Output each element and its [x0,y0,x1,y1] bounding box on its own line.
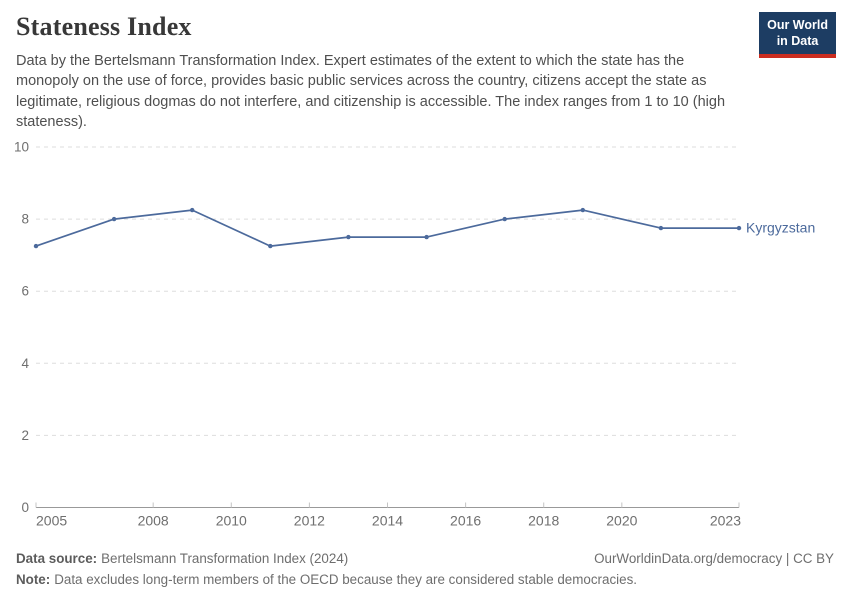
chart-footer: Data source: Bertelsmann Transformation I… [16,548,834,590]
owid-logo-line1: Our World [767,18,828,32]
chart-header: Stateness Index Data by the Bertelsmann … [16,12,836,132]
data-point-2013[interactable] [346,234,351,240]
chart-subtitle: Data by the Bertelsmann Transformation I… [16,53,726,130]
series-label-kyrgyzstan[interactable]: Kyrgyzstan [746,220,815,236]
data-point-2009[interactable] [190,207,195,213]
x-tick-label-2010: 2010 [216,513,247,529]
x-tick-label-2005: 2005 [36,513,67,529]
attribution-link[interactable]: OurWorldinData.org/democracy | CC BY [594,551,834,566]
y-tick-label-8: 8 [21,212,29,227]
data-point-2019[interactable] [580,207,585,213]
data-point-2015[interactable] [424,234,429,240]
data-point-2017[interactable] [502,216,507,222]
data-point-2023[interactable] [736,225,742,231]
x-tick-label-2014: 2014 [372,513,403,529]
y-tick-label-4: 4 [21,356,29,371]
chart-titles: Stateness Index Data by the Bertelsmann … [16,12,749,132]
y-tick-label-10: 10 [14,140,29,155]
owid-logo[interactable]: Our World in Data [759,12,836,58]
y-tick-label-6: 6 [21,284,29,299]
footer-row-note: Note: Data excludes long-term members of … [16,569,834,590]
x-tick-label-2012: 2012 [294,513,325,529]
chart-svg: 0 2 4 6 8 10 2005 2008 2010 2012 2014 2016 2018 2020 2… [14,140,815,529]
data-point-2011[interactable] [268,243,273,249]
y-tick-label-2: 2 [21,428,29,443]
data-source-label: Data source: [16,551,98,566]
x-tick-label-2020: 2020 [606,513,637,529]
data-source: Data source: Bertelsmann Transformation I… [16,548,348,569]
series-line-kyrgyzstan[interactable] [35,209,740,247]
note-label: Note: [16,572,51,588]
x-tick-label-2023: 2023 [710,513,741,529]
note-text: Data excludes long-term members of the O… [54,572,637,588]
footer-note: Note: Data excludes long-term members of … [16,569,637,590]
data-point-2021[interactable] [658,225,664,231]
data-source-text: Bertelsmann Transformation Index (2024) [101,551,349,566]
x-tick-label-2018: 2018 [528,513,559,529]
footer-row-source: Data source: Bertelsmann Transformation I… [16,548,834,569]
page-title: Stateness Index [16,12,192,41]
x-tick-label-2016: 2016 [450,513,481,529]
data-point-2005[interactable] [33,243,39,249]
owid-logo-line2: in Data [776,34,819,49]
data-point-2007[interactable] [111,216,117,222]
chart-area: 0 2 4 6 8 10 2005 2008 2010 2012 2014 2016 2018 2020 2… [0,133,850,547]
x-tick-label-2008: 2008 [138,513,169,529]
y-tick-label-0: 0 [21,500,29,515]
